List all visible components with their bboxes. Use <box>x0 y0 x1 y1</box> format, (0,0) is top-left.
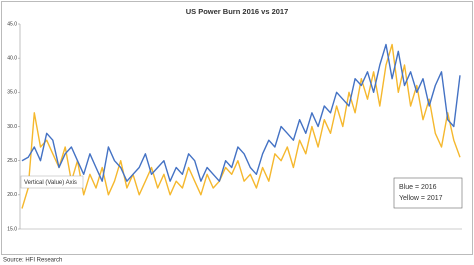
y-tick-label: 30.0 <box>7 124 17 130</box>
chart-title: US Power Burn 2016 vs 2017 <box>186 7 289 16</box>
y-tick-label: 45.0 <box>7 21 17 27</box>
legend-label: Yellow = 2017 <box>399 195 443 202</box>
y-tick-label: 25.0 <box>7 158 17 164</box>
line-series <box>21 43 461 209</box>
y-tick-label: 15.0 <box>7 226 17 232</box>
y-tick-label: 20.0 <box>7 192 17 198</box>
annotation-box <box>20 175 84 189</box>
legend-label: Blue = 2016 <box>399 184 437 191</box>
y-tick-label: 40.0 <box>7 55 17 61</box>
annotation: Vertical (Value) Axis <box>24 180 77 186</box>
line-series <box>21 43 461 182</box>
source: Source: HFI Research <box>3 258 62 264</box>
y-tick-label: 35.0 <box>7 90 17 96</box>
legend-box <box>393 177 463 209</box>
chart-frame <box>1 1 473 255</box>
